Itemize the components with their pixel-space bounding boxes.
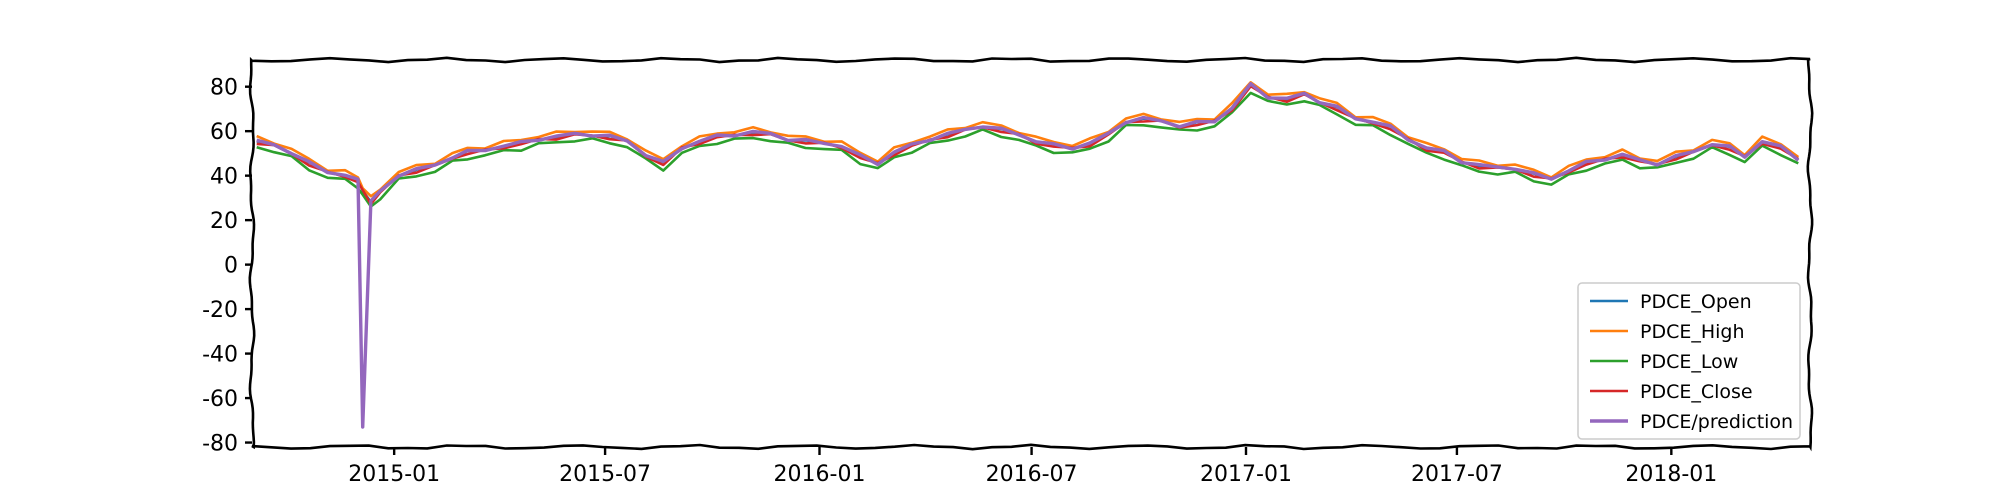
x-tick-label: 2017-01 xyxy=(1200,462,1292,487)
legend-label: PDCE/prediction xyxy=(1640,411,1793,433)
plot-frame xyxy=(248,56,1814,452)
x-tick-label: 2016-01 xyxy=(774,462,866,487)
legend-box xyxy=(1577,282,1801,440)
y-axis: 80 60 40 20 0 -20 -40 -60 -80 xyxy=(202,76,252,457)
y-tick-label: 0 xyxy=(224,254,238,279)
y-tick-label: 80 xyxy=(210,76,238,101)
y-tick-label: 60 xyxy=(210,120,238,145)
legend-label: PDCE_Close xyxy=(1640,381,1753,403)
series-line-pdce-high xyxy=(256,81,1800,198)
x-tick-label: 2015-01 xyxy=(348,462,440,487)
legend-label: PDCE_Open xyxy=(1640,291,1752,313)
y-tick-label: -40 xyxy=(202,343,238,368)
series-line-pdce-prediction xyxy=(256,81,1800,429)
legend: PDCE_Open PDCE_High PDCE_Low PDCE_Close PDCE… xyxy=(1577,282,1801,440)
x-tick-label: 2018-01 xyxy=(1625,462,1717,487)
y-tick-label: -80 xyxy=(202,432,238,457)
x-tick-label: 2016-07 xyxy=(986,462,1078,487)
legend-label: PDCE_High xyxy=(1640,321,1745,343)
series-line-pdce-low xyxy=(256,91,1799,208)
legend-label: PDCE_Low xyxy=(1640,351,1738,373)
x-axis: 2015-01 2015-07 2016-01 2016-07 2017-01 2017-… xyxy=(348,447,1717,487)
y-tick-label: 20 xyxy=(210,209,238,234)
y-tick-label: 40 xyxy=(210,165,238,190)
x-tick-label: 2015-07 xyxy=(559,462,651,487)
x-tick-label: 2017-07 xyxy=(1411,462,1503,487)
y-tick-label: -20 xyxy=(202,298,238,323)
series-line-pdce-close xyxy=(256,84,1799,206)
y-tick-label: -60 xyxy=(202,387,238,412)
series-layer xyxy=(256,81,1800,429)
